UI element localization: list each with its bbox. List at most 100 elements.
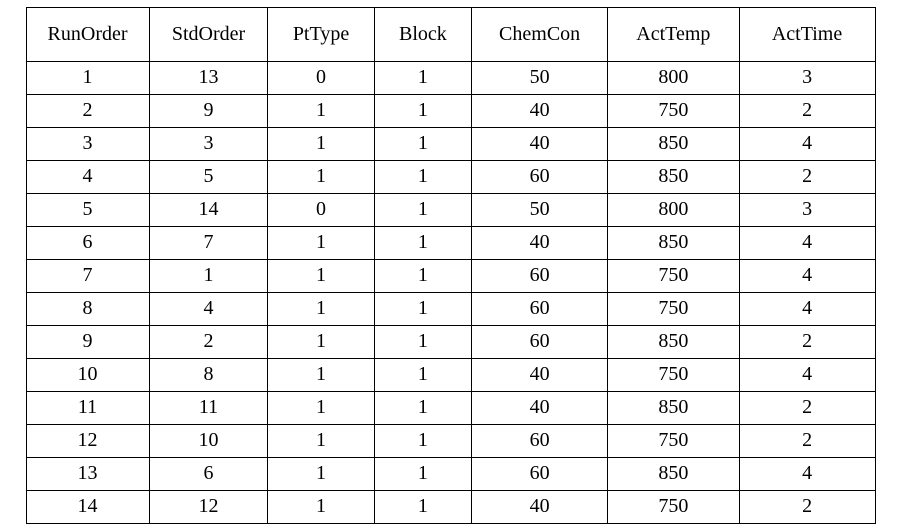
- table-cell: 10: [149, 424, 268, 457]
- table-cell: 1: [268, 160, 374, 193]
- table-cell: 750: [608, 94, 740, 127]
- table-cell: 5: [26, 193, 149, 226]
- table-cell: 3: [739, 61, 875, 94]
- table-cell: 850: [608, 325, 740, 358]
- table-cell: 1: [268, 424, 374, 457]
- table-cell: 750: [608, 358, 740, 391]
- table-cell: 3: [739, 193, 875, 226]
- table-cell: 750: [608, 490, 740, 523]
- table-cell: 1: [268, 226, 374, 259]
- table-row: 7 1 1 1 60 750 4: [26, 259, 875, 292]
- table-cell: 60: [472, 292, 608, 325]
- table-cell: 850: [608, 127, 740, 160]
- col-header-block: Block: [374, 7, 472, 61]
- table-cell: 0: [268, 61, 374, 94]
- table-row: 11 11 1 1 40 850 2: [26, 391, 875, 424]
- data-table: RunOrder StdOrder PtType Block ChemCon A…: [26, 7, 876, 524]
- table-cell: 1: [268, 457, 374, 490]
- table-cell: 40: [472, 226, 608, 259]
- table-cell: 6: [149, 457, 268, 490]
- table-cell: 12: [26, 424, 149, 457]
- table-cell: 750: [608, 259, 740, 292]
- table-cell: 60: [472, 160, 608, 193]
- table-cell: 2: [739, 94, 875, 127]
- table-cell: 1: [149, 259, 268, 292]
- table-cell: 2: [739, 325, 875, 358]
- table-cell: 750: [608, 424, 740, 457]
- table-cell: 13: [149, 61, 268, 94]
- table-cell: 4: [739, 457, 875, 490]
- table-cell: 800: [608, 193, 740, 226]
- table-cell: 1: [26, 61, 149, 94]
- table-cell: 4: [26, 160, 149, 193]
- table-cell: 1: [268, 490, 374, 523]
- table-cell: 1: [374, 160, 472, 193]
- table-header: RunOrder StdOrder PtType Block ChemCon A…: [26, 7, 875, 61]
- table-row: 6 7 1 1 40 850 4: [26, 226, 875, 259]
- col-header-stdorder: StdOrder: [149, 7, 268, 61]
- table-row: 8 4 1 1 60 750 4: [26, 292, 875, 325]
- table-cell: 750: [608, 292, 740, 325]
- table-cell: 1: [374, 457, 472, 490]
- table-cell: 1: [268, 127, 374, 160]
- table-cell: 850: [608, 160, 740, 193]
- table-cell: 2: [739, 490, 875, 523]
- table-cell: 3: [149, 127, 268, 160]
- table-cell: 850: [608, 226, 740, 259]
- table-cell: 5: [149, 160, 268, 193]
- table-cell: 9: [149, 94, 268, 127]
- table-cell: 1: [268, 358, 374, 391]
- table-cell: 50: [472, 61, 608, 94]
- table-cell: 7: [149, 226, 268, 259]
- table-cell: 850: [608, 457, 740, 490]
- data-table-container: RunOrder StdOrder PtType Block ChemCon A…: [26, 7, 876, 524]
- table-cell: 1: [374, 127, 472, 160]
- table-cell: 40: [472, 358, 608, 391]
- table-cell: 60: [472, 259, 608, 292]
- table-row: 5 14 0 1 50 800 3: [26, 193, 875, 226]
- table-cell: 4: [739, 358, 875, 391]
- table-cell: 1: [374, 193, 472, 226]
- table-cell: 850: [608, 391, 740, 424]
- table-cell: 1: [374, 358, 472, 391]
- table-cell: 800: [608, 61, 740, 94]
- table-cell: 8: [26, 292, 149, 325]
- table-cell: 50: [472, 193, 608, 226]
- table-cell: 8: [149, 358, 268, 391]
- table-cell: 60: [472, 424, 608, 457]
- table-cell: 2: [149, 325, 268, 358]
- table-cell: 9: [26, 325, 149, 358]
- table-cell: 14: [26, 490, 149, 523]
- table-cell: 1: [268, 259, 374, 292]
- table-cell: 4: [739, 292, 875, 325]
- table-cell: 1: [268, 292, 374, 325]
- table-cell: 40: [472, 94, 608, 127]
- table-cell: 1: [374, 424, 472, 457]
- table-cell: 2: [26, 94, 149, 127]
- table-row: 12 10 1 1 60 750 2: [26, 424, 875, 457]
- table-cell: 1: [374, 292, 472, 325]
- table-cell: 3: [26, 127, 149, 160]
- table-cell: 14: [149, 193, 268, 226]
- col-header-runorder: RunOrder: [26, 7, 149, 61]
- table-cell: 4: [739, 127, 875, 160]
- table-cell: 1: [374, 61, 472, 94]
- table-cell: 6: [26, 226, 149, 259]
- table-cell: 2: [739, 391, 875, 424]
- table-cell: 4: [739, 259, 875, 292]
- col-header-chemcon: ChemCon: [472, 7, 608, 61]
- table-cell: 11: [26, 391, 149, 424]
- table-cell: 2: [739, 424, 875, 457]
- col-header-acttime: ActTime: [739, 7, 875, 61]
- table-cell: 2: [739, 160, 875, 193]
- table-cell: 1: [374, 226, 472, 259]
- table-cell: 40: [472, 391, 608, 424]
- table-header-row: RunOrder StdOrder PtType Block ChemCon A…: [26, 7, 875, 61]
- table-cell: 40: [472, 490, 608, 523]
- table-row: 9 2 1 1 60 850 2: [26, 325, 875, 358]
- table-cell: 1: [374, 391, 472, 424]
- table-row: 4 5 1 1 60 850 2: [26, 160, 875, 193]
- table-cell: 1: [374, 94, 472, 127]
- table-row: 13 6 1 1 60 850 4: [26, 457, 875, 490]
- table-cell: 4: [739, 226, 875, 259]
